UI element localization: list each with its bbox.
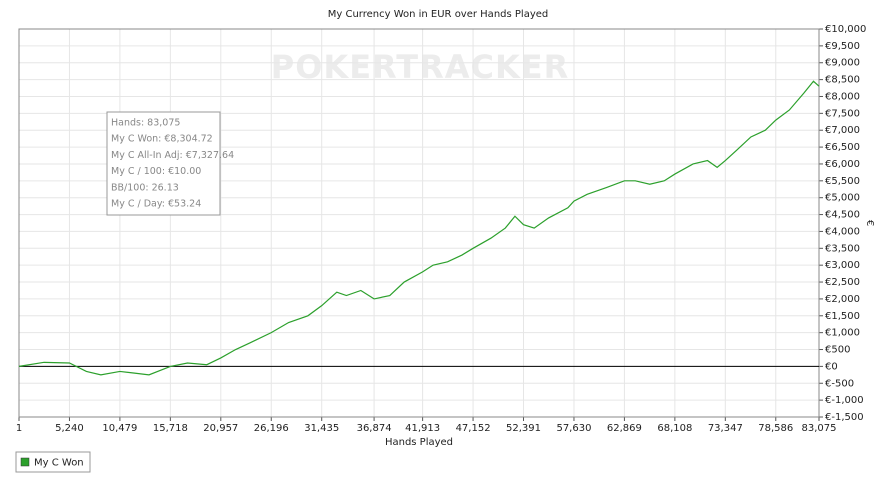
legend-label: My C Won	[34, 458, 84, 469]
y-tick-label: €0	[825, 361, 838, 372]
y-tick-label: €-1,500	[825, 412, 864, 423]
plot-frame	[18, 28, 820, 418]
y-tick-label: €5,000	[825, 193, 860, 204]
x-tick-label: 47,152	[456, 423, 491, 434]
data-line	[18, 80, 820, 376]
x-axis-label: Hands Played	[385, 437, 453, 448]
y-tick-label: €8,500	[825, 75, 860, 86]
tooltip-box	[106, 111, 221, 216]
y-tick-label: €3,000	[825, 260, 860, 271]
chart-title: My Currency Won in EUR over Hands Played	[328, 9, 549, 20]
watermark: POKERTRACKER	[271, 48, 570, 86]
y-tick-label: €1,000	[825, 328, 860, 339]
x-tick-label: 10,479	[102, 423, 137, 434]
y-tick-label: €4,000	[825, 226, 860, 237]
x-tick-label: 57,630	[556, 423, 591, 434]
x-tick-label: 15,718	[153, 423, 188, 434]
x-tick-label: 5,240	[55, 423, 84, 434]
tooltip-line: Hands: 83,075	[111, 118, 180, 129]
y-tick-label: €8,000	[825, 91, 860, 102]
x-tick-label: 52,391	[506, 423, 541, 434]
tooltip-line: My C Won: €8,304.72	[111, 134, 213, 145]
x-tick-label: 68,108	[657, 423, 692, 434]
tooltip-line: My C / Day: €53.24	[111, 199, 201, 210]
y-tick-label: €10,000	[825, 24, 866, 35]
x-tick-label: 83,075	[802, 423, 837, 434]
y-tick-label: €3,500	[825, 243, 860, 254]
y-tick-label: €4,500	[825, 210, 860, 221]
x-tick-label: 62,869	[607, 423, 642, 434]
y-tick-label: €2,500	[825, 277, 860, 288]
legend-swatch	[20, 457, 30, 467]
tooltip-line: BB/100: 26.13	[111, 182, 179, 193]
y-axis-label: €	[864, 220, 875, 226]
x-tick-label: 1	[16, 423, 22, 434]
tooltip-line: My C All-In Adj: €7,327.64	[111, 150, 234, 161]
x-tick-label: 41,913	[405, 423, 440, 434]
y-tick-label: €1,500	[825, 311, 860, 322]
x-tick-label: 26,196	[254, 423, 289, 434]
y-tick-label: €5,500	[825, 176, 860, 187]
y-tick-label: €-500	[825, 378, 854, 389]
y-tick-label: €9,500	[825, 41, 860, 52]
x-tick-label: 20,957	[203, 423, 238, 434]
y-tick-label: €7,000	[825, 125, 860, 136]
y-tick-label: €2,000	[825, 294, 860, 305]
y-tick-label: €9,000	[825, 58, 860, 69]
y-tick-label: €-1,000	[825, 395, 864, 406]
legend-box	[15, 451, 91, 473]
y-tick-label: €500	[825, 345, 850, 356]
y-tick-label: €6,000	[825, 159, 860, 170]
tooltip-line: My C / 100: €10.00	[111, 166, 201, 177]
y-tick-label: €6,500	[825, 142, 860, 153]
x-tick-label: 73,347	[708, 423, 743, 434]
x-tick-label: 78,586	[758, 423, 793, 434]
x-tick-label: 31,435	[304, 423, 339, 434]
y-tick-label: €7,500	[825, 108, 860, 119]
x-tick-label: 36,874	[357, 423, 392, 434]
